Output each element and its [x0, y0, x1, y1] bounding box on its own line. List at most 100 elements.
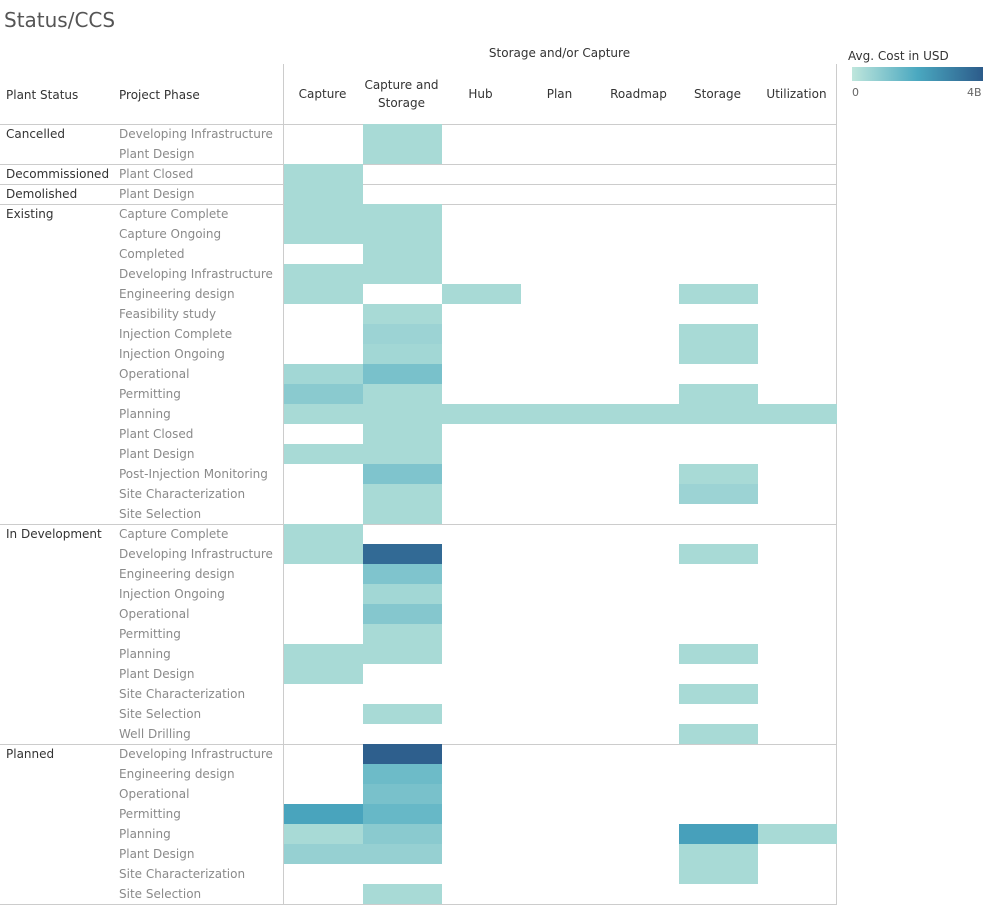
heatmap-cell[interactable]	[284, 804, 363, 824]
heatmap-cell[interactable]	[363, 584, 442, 604]
project-phase-label: Planning	[119, 647, 171, 661]
plant-status-label: Cancelled	[6, 127, 65, 141]
heatmap-cell[interactable]	[363, 804, 442, 824]
heatmap-cell[interactable]	[363, 304, 442, 324]
heatmap-cell[interactable]	[363, 844, 442, 864]
row-header-project-phase: Project Phase	[119, 88, 200, 102]
legend-title: Avg. Cost in USD	[848, 49, 949, 63]
project-phase-label: Post-Injection Monitoring	[119, 467, 268, 481]
project-phase-label: Plant Design	[119, 447, 194, 461]
heatmap-cell[interactable]	[284, 644, 363, 664]
heatmap-cell[interactable]	[284, 264, 363, 284]
heatmap-cell[interactable]	[442, 404, 521, 424]
project-phase-label: Site Characterization	[119, 867, 245, 881]
column-header: Storage	[694, 87, 741, 101]
row-header-plant-status: Plant Status	[6, 88, 79, 102]
heatmap-cell[interactable]	[758, 404, 837, 424]
project-phase-label: Injection Ongoing	[119, 347, 225, 361]
heatmap-cell[interactable]	[363, 464, 442, 484]
heatmap-cell[interactable]	[679, 384, 758, 404]
project-phase-label: Site Selection	[119, 707, 201, 721]
heatmap-cell[interactable]	[284, 404, 363, 424]
plant-status-label: Decommissioned	[6, 167, 109, 181]
plant-status-label: Demolished	[6, 187, 77, 201]
heatmap-cell[interactable]	[284, 284, 363, 304]
heatmap-cell[interactable]	[442, 284, 521, 304]
plant-status-label: Planned	[6, 747, 54, 761]
heatmap-cell[interactable]	[679, 824, 758, 844]
heatmap-cell[interactable]	[679, 344, 758, 364]
heatmap-cell[interactable]	[363, 324, 442, 344]
heatmap-cell[interactable]	[284, 184, 363, 204]
project-phase-label: Operational	[119, 607, 189, 621]
heatmap-cell[interactable]	[363, 784, 442, 804]
heatmap-cell[interactable]	[679, 464, 758, 484]
heatmap-cell[interactable]	[679, 544, 758, 564]
heatmap-cell[interactable]	[363, 444, 442, 464]
heatmap-cell[interactable]	[758, 824, 837, 844]
heatmap-cell[interactable]	[363, 704, 442, 724]
heatmap-cell[interactable]	[363, 364, 442, 384]
heatmap-cell[interactable]	[363, 764, 442, 784]
heatmap-cell[interactable]	[679, 644, 758, 664]
heatmap-cell[interactable]	[284, 844, 363, 864]
heatmap-cell[interactable]	[363, 264, 442, 284]
heatmap-cell[interactable]	[363, 384, 442, 404]
column-group-title: Storage and/or Capture	[488, 46, 631, 60]
heatmap-cell[interactable]	[284, 824, 363, 844]
heatmap-cell[interactable]	[679, 284, 758, 304]
heatmap-cell[interactable]	[363, 224, 442, 244]
heatmap-cell[interactable]	[600, 404, 679, 424]
heatmap-cell[interactable]	[284, 204, 363, 224]
heatmap-cell[interactable]	[679, 724, 758, 744]
heatmap-cell[interactable]	[363, 424, 442, 444]
project-phase-label: Plant Closed	[119, 167, 193, 181]
project-phase-label: Plant Design	[119, 147, 194, 161]
heatmap-cell[interactable]	[363, 624, 442, 644]
project-phase-label: Site Characterization	[119, 687, 245, 701]
heatmap-cell[interactable]	[363, 344, 442, 364]
heatmap-cell[interactable]	[363, 824, 442, 844]
project-phase-label: Capture Complete	[119, 207, 228, 221]
heatmap-cell[interactable]	[363, 144, 442, 164]
heatmap-cell[interactable]	[679, 484, 758, 504]
heatmap-cell[interactable]	[284, 364, 363, 384]
heatmap-cell[interactable]	[284, 384, 363, 404]
heatmap-cell[interactable]	[363, 124, 442, 144]
heatmap-cell[interactable]	[679, 844, 758, 864]
heatmap-cell[interactable]	[363, 504, 442, 524]
heatmap-cell[interactable]	[284, 544, 363, 564]
heatmap-cell[interactable]	[284, 524, 363, 544]
heatmap-cell[interactable]	[679, 404, 758, 424]
heatmap-cell[interactable]	[363, 204, 442, 224]
heatmap-cell[interactable]	[284, 164, 363, 184]
project-phase-label: Developing Infrastructure	[119, 127, 273, 141]
heatmap-cell[interactable]	[363, 564, 442, 584]
heatmap-cell[interactable]	[363, 484, 442, 504]
project-phase-label: Injection Ongoing	[119, 587, 225, 601]
heatmap-cell[interactable]	[284, 224, 363, 244]
heatmap-cell[interactable]	[363, 244, 442, 264]
heatmap-cell[interactable]	[363, 884, 442, 904]
heatmap-cell[interactable]	[679, 684, 758, 704]
project-phase-label: Feasibility study	[119, 307, 216, 321]
heatmap-cell[interactable]	[363, 744, 442, 764]
project-phase-label: Well Drilling	[119, 727, 191, 741]
heatmap-cell[interactable]	[363, 604, 442, 624]
heatmap-cell[interactable]	[284, 444, 363, 464]
heatmap-cell[interactable]	[363, 644, 442, 664]
column-header: Roadmap	[610, 87, 667, 101]
column-header: Utilization	[766, 87, 827, 101]
heatmap-cell[interactable]	[521, 404, 600, 424]
heatmap-cell[interactable]	[679, 864, 758, 884]
heatmap-cell[interactable]	[363, 544, 442, 564]
column-header: Capture	[298, 87, 347, 101]
heatmap-cell[interactable]	[363, 404, 442, 424]
project-phase-label: Site Selection	[119, 887, 201, 901]
project-phase-label: Capture Complete	[119, 527, 228, 541]
heatmap-cell[interactable]	[284, 664, 363, 684]
heatmap-cell[interactable]	[679, 324, 758, 344]
project-phase-label: Planning	[119, 407, 171, 421]
project-phase-label: Developing Infrastructure	[119, 547, 273, 561]
